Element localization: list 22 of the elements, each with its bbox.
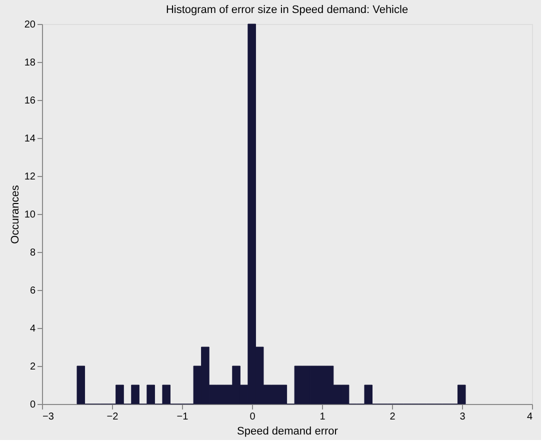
x-tick-label: 2 bbox=[390, 412, 396, 422]
x-tick-label: −2 bbox=[106, 412, 119, 422]
x-tick-label: 0 bbox=[250, 412, 256, 422]
x-tick-label: 1 bbox=[320, 412, 326, 422]
y-axis-title: Occurances bbox=[9, 184, 22, 244]
y-tick-label: 8 bbox=[30, 248, 36, 258]
x-tick-label: 3 bbox=[460, 412, 466, 422]
x-tick-label: −3 bbox=[42, 412, 54, 422]
x-axis-title: Speed demand error bbox=[237, 426, 338, 438]
chart-title: Histogram of error size in Speed demand: Vehicle bbox=[166, 4, 408, 16]
y-tick-label: 12 bbox=[24, 172, 36, 182]
y-tick-label: 10 bbox=[24, 210, 36, 220]
y-tick-label: 18 bbox=[24, 58, 36, 68]
x-tick-label: −1 bbox=[176, 412, 189, 422]
y-tick-label: 16 bbox=[24, 96, 36, 106]
y-tick-label: 4 bbox=[30, 324, 36, 334]
y-tick-label: 6 bbox=[30, 286, 36, 296]
y-tick-label: 0 bbox=[30, 400, 36, 410]
y-tick-label: 20 bbox=[24, 20, 36, 30]
y-tick-label: 2 bbox=[30, 362, 36, 372]
y-tick-label: 14 bbox=[24, 134, 36, 144]
x-tick-label: 4 bbox=[526, 412, 533, 422]
